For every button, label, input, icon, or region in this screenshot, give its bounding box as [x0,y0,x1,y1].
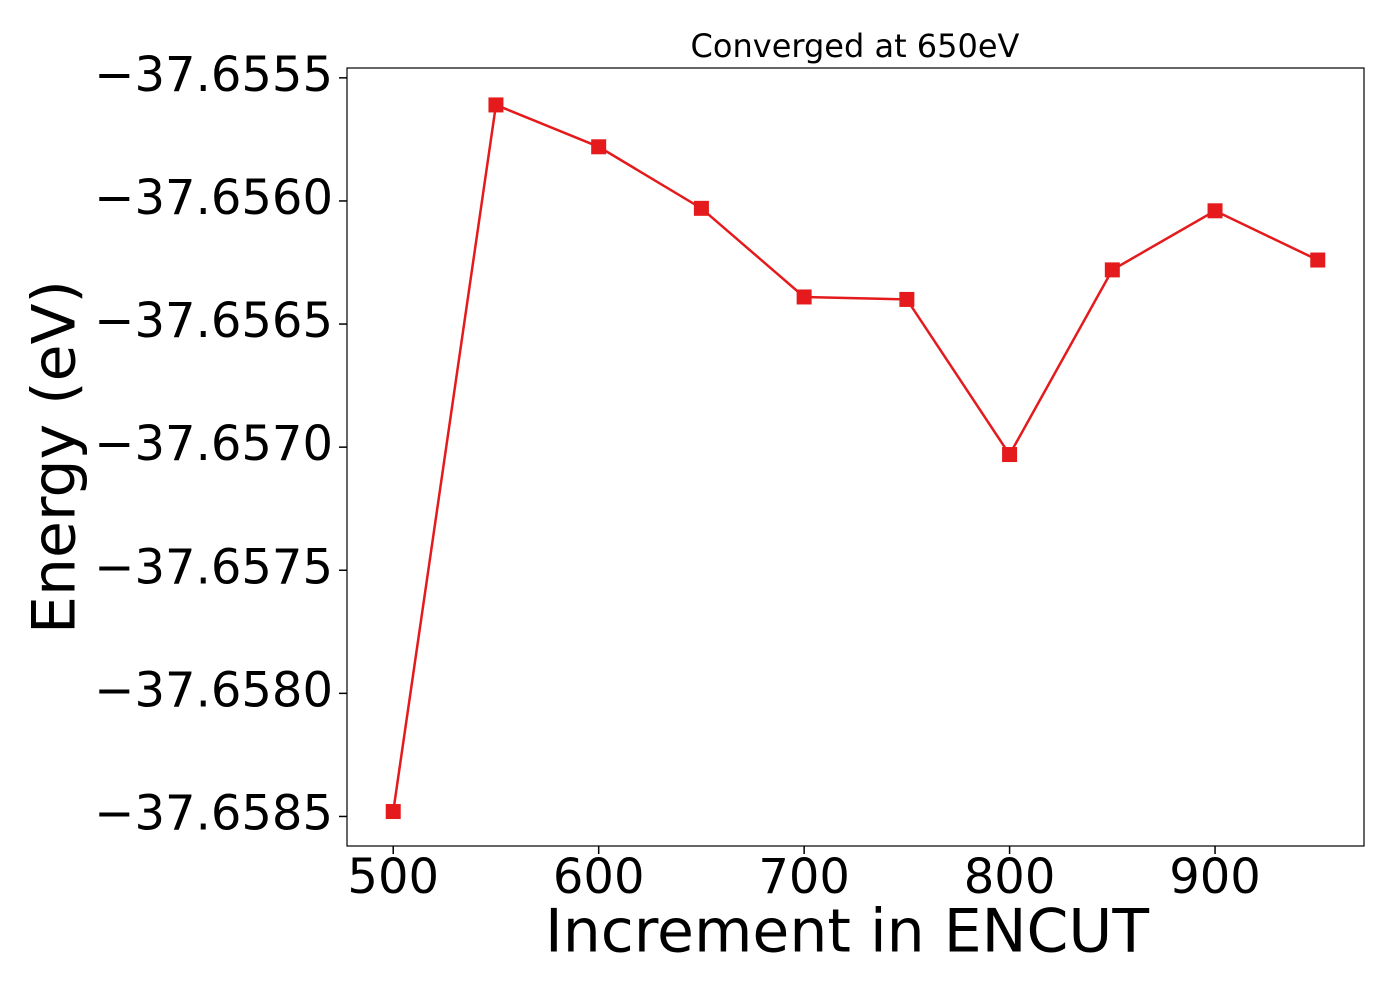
marker [1104,262,1120,278]
marker [1002,447,1018,463]
marker [591,139,607,155]
y-tick-label: −37.6575 [94,539,333,595]
y-tick-label: −37.6570 [94,416,333,472]
y-tick-label: −37.6555 [94,47,333,103]
x-tick-label: 500 [347,849,439,905]
marker [796,289,812,305]
marker [693,200,709,216]
x-tick-label: 900 [1169,849,1261,905]
marker [899,291,915,307]
x-tick-label: 700 [758,849,850,905]
y-tick-label: −37.6565 [94,293,333,349]
y-axis-label: Energy (eV) [20,280,90,634]
y-tick-label: −37.6560 [94,170,333,226]
plot-frame [346,67,1365,847]
marker [1310,252,1326,268]
y-tick-label: −37.6580 [94,662,333,718]
marker [1207,203,1223,219]
y-tick-label: −37.6585 [94,785,333,841]
x-tick-label: 800 [964,849,1056,905]
chart-title: Converged at 650eV [691,27,1020,65]
marker [385,804,401,820]
x-axis-label: Increment in ENCUT [545,897,1149,967]
x-tick-label: 600 [553,849,645,905]
marker [488,97,504,113]
line [391,103,1319,812]
